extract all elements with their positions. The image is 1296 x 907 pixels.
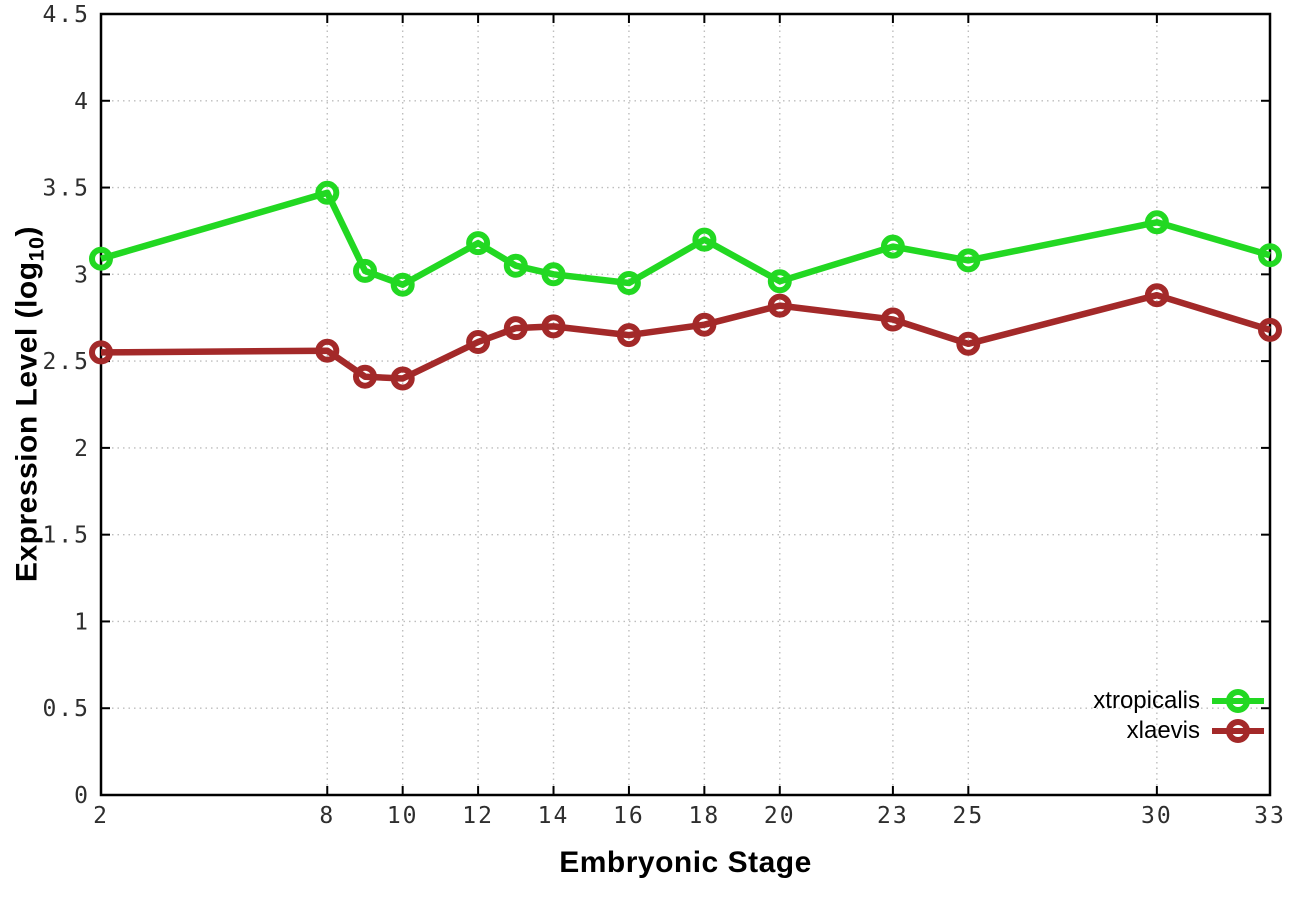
series-xtropicalis-line	[100, 189, 1271, 288]
tick-marks	[100, 13, 1271, 796]
series-xlaevis-point	[692, 312, 717, 337]
x-tick-label: 10	[387, 803, 419, 829]
series-xlaevis	[89, 283, 1282, 391]
series-xlaevis-point	[466, 330, 491, 354]
y-tick-label: 3.5	[42, 176, 90, 202]
x-tick-label: 12	[462, 803, 494, 829]
plot-border	[99, 12, 1272, 797]
series-xtropicalis	[89, 180, 1282, 297]
series-xtropicalis-point	[1258, 243, 1282, 268]
series-xlaevis-point	[503, 316, 528, 341]
y-tick-labels: 0 0.5 1 1.5 2 2.5 3 3.5 4 4.5	[42, 2, 90, 809]
x-axis-title: Embryonic Stage	[559, 846, 812, 879]
legend-sample-marker-xlaevis	[1212, 719, 1264, 743]
series-xtropicalis-point	[767, 269, 792, 294]
y-tick-label: 4	[74, 89, 90, 115]
gridlines	[101, 14, 1270, 795]
x-tick-label: 23	[877, 803, 909, 829]
x-tick-labels: 2 8 10 12 14 16 18 20 23 25 30 33	[93, 803, 1286, 829]
y-axis-title-close: )	[10, 225, 44, 237]
series-xtropicalis-point	[503, 253, 528, 278]
legend-label-xtropicalis: xtropicalis	[1093, 687, 1200, 714]
series-xtropicalis-point	[315, 180, 340, 205]
series-xtropicalis-point	[353, 258, 377, 283]
series-xlaevis-point	[1258, 317, 1282, 342]
y-axis-title: Expression Level (log10)	[11, 226, 50, 582]
y-axis-title-subscript: 10	[23, 236, 49, 262]
series-xtropicalis-point	[89, 246, 113, 271]
y-tick-label: 1.5	[42, 523, 90, 549]
x-tick-label: 8	[319, 803, 335, 829]
series-xlaevis-line	[100, 291, 1271, 382]
y-tick-label: 2	[74, 436, 90, 462]
legend-sample-marker-xtropicalis	[1212, 689, 1264, 713]
y-axis-title-main: Expression Level (log	[10, 261, 44, 583]
series-xtropicalis-point	[466, 231, 491, 256]
y-tick-label: 0	[74, 783, 90, 809]
x-tick-label: 33	[1254, 803, 1286, 829]
y-tick-label: 4.5	[42, 2, 90, 28]
series-xtropicalis-point	[616, 271, 641, 295]
y-tick-label: 3	[74, 262, 90, 288]
y-tick-label: 1	[74, 609, 90, 635]
x-tick-label: 2	[93, 803, 109, 829]
x-tick-label: 25	[952, 803, 984, 829]
series-xtropicalis-point	[880, 234, 905, 259]
series-xtropicalis-point	[541, 262, 566, 287]
series-xlaevis-point	[89, 340, 113, 365]
y-tick-label: 0.5	[42, 696, 90, 722]
x-tick-label: 16	[613, 803, 645, 829]
legend-row-xtropicalis: xtropicalis	[1093, 686, 1266, 716]
legend-row-xlaevis: xlaevis	[1093, 716, 1266, 746]
series-xtropicalis-point	[956, 248, 981, 273]
series-xlaevis-point	[315, 338, 340, 363]
series-xtropicalis-point	[692, 227, 717, 252]
series-xtropicalis-point	[1144, 210, 1169, 235]
series-xlaevis-point	[880, 307, 905, 332]
legend-label-xlaevis: xlaevis	[1126, 717, 1200, 744]
x-tick-label: 30	[1141, 803, 1173, 829]
series-xlaevis-point	[616, 323, 641, 348]
x-tick-label: 20	[764, 803, 796, 829]
series-xlaevis-point	[1144, 283, 1169, 308]
series-xlaevis-point	[390, 366, 415, 391]
x-tick-label: 18	[689, 803, 721, 829]
series-xtropicalis-point	[390, 272, 415, 297]
x-tick-label: 14	[538, 803, 570, 829]
series-xlaevis-point	[956, 331, 981, 356]
y-tick-label: 2.5	[42, 349, 90, 375]
series-xlaevis-point	[541, 314, 566, 339]
legend: xtropicalis xlaevis	[1093, 686, 1266, 746]
series-xlaevis-point	[767, 293, 792, 318]
series-xlaevis-point	[353, 364, 377, 389]
